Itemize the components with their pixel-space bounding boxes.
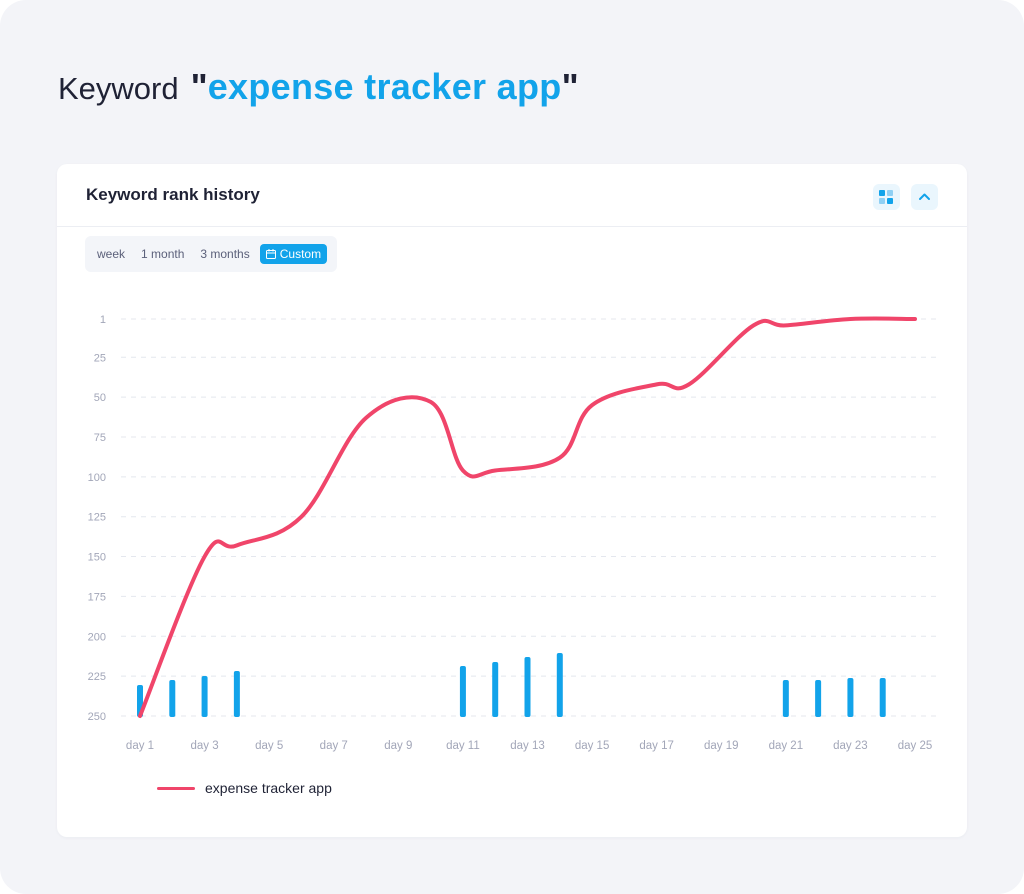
open-quote: " — [190, 66, 208, 107]
title-prefix: Keyword — [58, 71, 179, 106]
x-tick-label: day 23 — [833, 740, 868, 752]
x-tick-label: day 3 — [191, 740, 219, 752]
x-tick-label: day 19 — [704, 740, 739, 752]
y-tick-label: 250 — [88, 711, 106, 723]
card-header: Keyword rank history — [57, 164, 967, 227]
grid-view-button[interactable] — [873, 184, 900, 210]
activity-bar — [492, 662, 499, 717]
close-quote: " — [561, 66, 579, 107]
page-title: Keyword "expense tracker app" — [58, 66, 579, 108]
y-tick-label: 200 — [88, 631, 106, 643]
keyword-title: expense tracker app — [207, 66, 562, 107]
x-tick-label: day 13 — [510, 740, 545, 752]
x-tick-label: day 1 — [126, 740, 154, 752]
x-tick-label: day 9 — [384, 740, 412, 752]
chart-legend: expense tracker app — [157, 780, 332, 796]
y-tick-label: 100 — [88, 472, 106, 484]
rank-history-card: Keyword rank history week 1 month 3 mont… — [57, 164, 967, 837]
x-tick-label: day 5 — [255, 740, 283, 752]
activity-bar — [556, 653, 563, 717]
collapse-button[interactable] — [911, 184, 938, 210]
x-tick-label: day 21 — [769, 740, 804, 752]
range-1-month[interactable]: 1 month — [141, 247, 185, 261]
activity-bar — [815, 680, 822, 717]
range-custom[interactable]: Custom — [259, 244, 328, 264]
range-3-months[interactable]: 3 months — [200, 247, 250, 261]
y-tick-label: 225 — [88, 671, 106, 683]
y-tick-label: 50 — [94, 392, 106, 404]
y-tick-label: 25 — [94, 352, 106, 364]
activity-bar — [524, 657, 531, 717]
activity-bar — [782, 680, 789, 717]
chevron-up-icon — [919, 193, 930, 200]
y-tick-label: 1 — [100, 314, 106, 326]
y-tick-label: 150 — [88, 552, 106, 564]
rank-line — [138, 316, 917, 718]
grid-view-icon — [879, 190, 895, 206]
card-title: Keyword rank history — [86, 185, 260, 204]
x-tick-label: day 17 — [639, 740, 674, 752]
legend-label: expense tracker app — [205, 780, 332, 796]
activity-bar — [879, 678, 886, 717]
x-tick-label: day 15 — [575, 740, 610, 752]
x-tick-label: day 7 — [320, 740, 348, 752]
range-custom-label: Custom — [279, 247, 322, 261]
x-tick-label: day 25 — [898, 740, 933, 752]
activity-bar — [233, 671, 240, 717]
calendar-icon — [265, 249, 276, 259]
y-tick-label: 125 — [88, 512, 106, 524]
activity-bar — [201, 676, 208, 717]
activity-bar — [459, 666, 466, 717]
activity-bar — [847, 678, 854, 717]
date-range-selector: week 1 month 3 months Custom — [85, 236, 338, 272]
y-tick-label: 75 — [94, 432, 106, 444]
y-tick-label: 175 — [88, 591, 106, 603]
x-tick-label: day 11 — [446, 740, 480, 752]
activity-bar — [169, 680, 176, 717]
legend-swatch — [157, 786, 195, 790]
range-week[interactable]: week — [97, 247, 126, 261]
